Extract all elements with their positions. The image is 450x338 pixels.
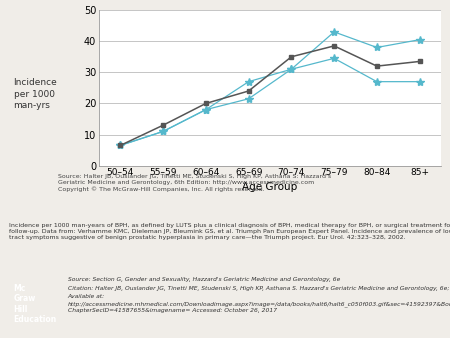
Text: Available at:: Available at:: [68, 294, 104, 299]
X-axis label: Age Group: Age Group: [243, 182, 297, 192]
Text: Source: Halter JB, Ouslander JG, Tinetti ME, Studenski S, High KP, Asthana S: Ha: Source: Halter JB, Ouslander JG, Tinetti…: [58, 174, 332, 192]
Text: Citation: Halter JB, Ouslander JG, Tinetti ME, Studenski S, High KP, Asthana S. : Citation: Halter JB, Ouslander JG, Tinet…: [68, 286, 450, 291]
Text: http://accessmedicine.mhmedical.com/Downloadimage.aspx?image=/data/books/halt6/h: http://accessmedicine.mhmedical.com/Down…: [68, 301, 450, 313]
Text: Source: Section G, Gender and Sexuality, Hazzard's Geriatric Medicine and Geront: Source: Section G, Gender and Sexuality,…: [68, 277, 340, 282]
Text: Mc
Graw
Hill
Education: Mc Graw Hill Education: [14, 284, 57, 324]
Text: Incidence per 1000 man-years of BPH, as defined by LUTS plus a clinical diagnosi: Incidence per 1000 man-years of BPH, as …: [9, 223, 450, 240]
Text: Incidence
per 1000
man-yrs: Incidence per 1000 man-yrs: [14, 78, 57, 110]
